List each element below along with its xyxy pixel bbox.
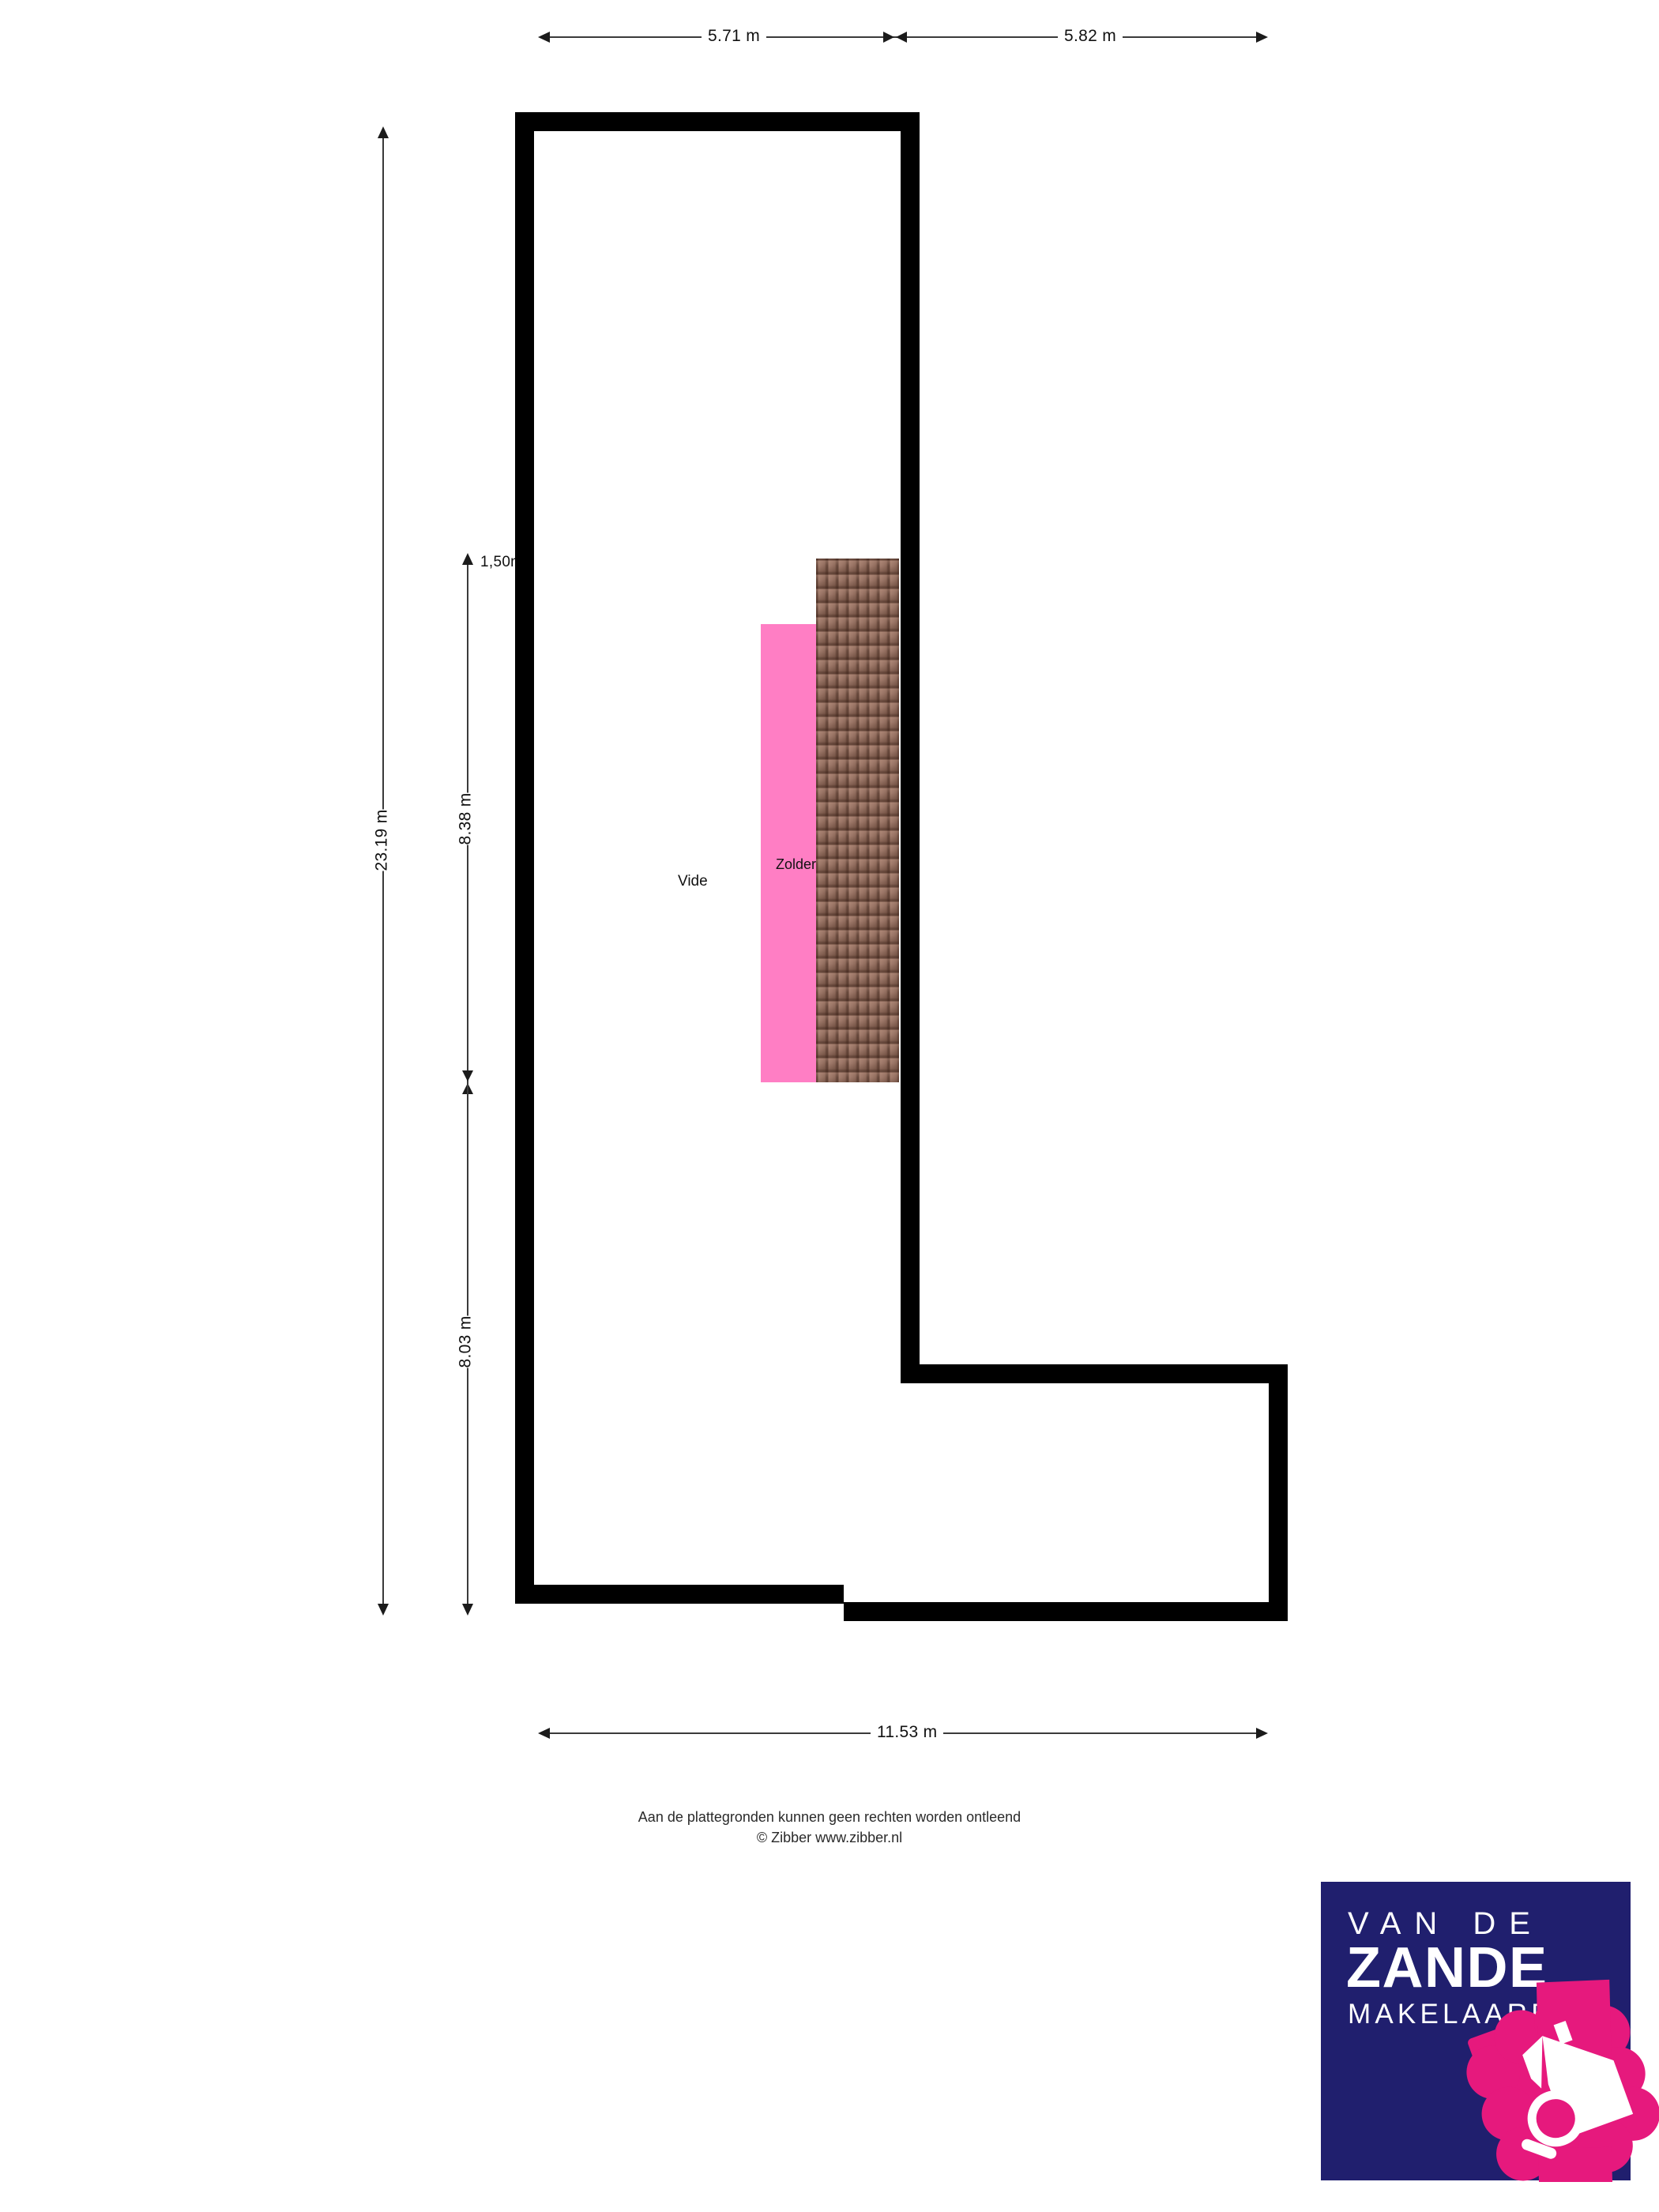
dimension-midpoint-tick-icon — [883, 31, 907, 43]
roof-hatch-area — [816, 559, 899, 1082]
dimension-top-left-label: 5.71 m — [702, 28, 766, 44]
footer-disclaimer: Aan de plattegronden kunnen geen rechten… — [0, 1807, 1659, 1848]
footer-line-1: Aan de plattegronden kunnen geen rechten… — [638, 1809, 1021, 1825]
arrow-right-icon — [1256, 32, 1268, 43]
arrow-up-icon — [378, 126, 389, 138]
dimension-bottom-label: 11.53 m — [871, 1724, 944, 1740]
house-magnifier-icon — [1466, 1979, 1659, 2182]
logo-text-van-de: VAN DE — [1348, 1906, 1544, 1941]
arrow-down-icon — [378, 1604, 389, 1616]
dimension-top-right-label: 5.82 m — [1058, 28, 1123, 44]
arrow-down-small-icon — [462, 1604, 473, 1616]
arrow-right-bottom-icon — [1256, 1728, 1268, 1739]
room-zone-zolder — [761, 624, 816, 1082]
footer-line-2: © Zibber www.zibber.nl — [756, 1830, 903, 1846]
arrow-left-icon — [538, 32, 550, 43]
logo-text-zande: ZANDE — [1346, 1936, 1548, 1999]
room-label-vide: Vide — [678, 873, 708, 890]
room-label-zolder: Zolder — [776, 856, 817, 872]
arrow-up-small-icon — [462, 553, 473, 565]
company-logo[interactable]: VAN DE ZANDE MAKELAARDIJ — [1321, 1882, 1659, 2182]
arrow-left-bottom-icon — [538, 1728, 550, 1739]
dimension-left-outer-line — [382, 136, 384, 1607]
